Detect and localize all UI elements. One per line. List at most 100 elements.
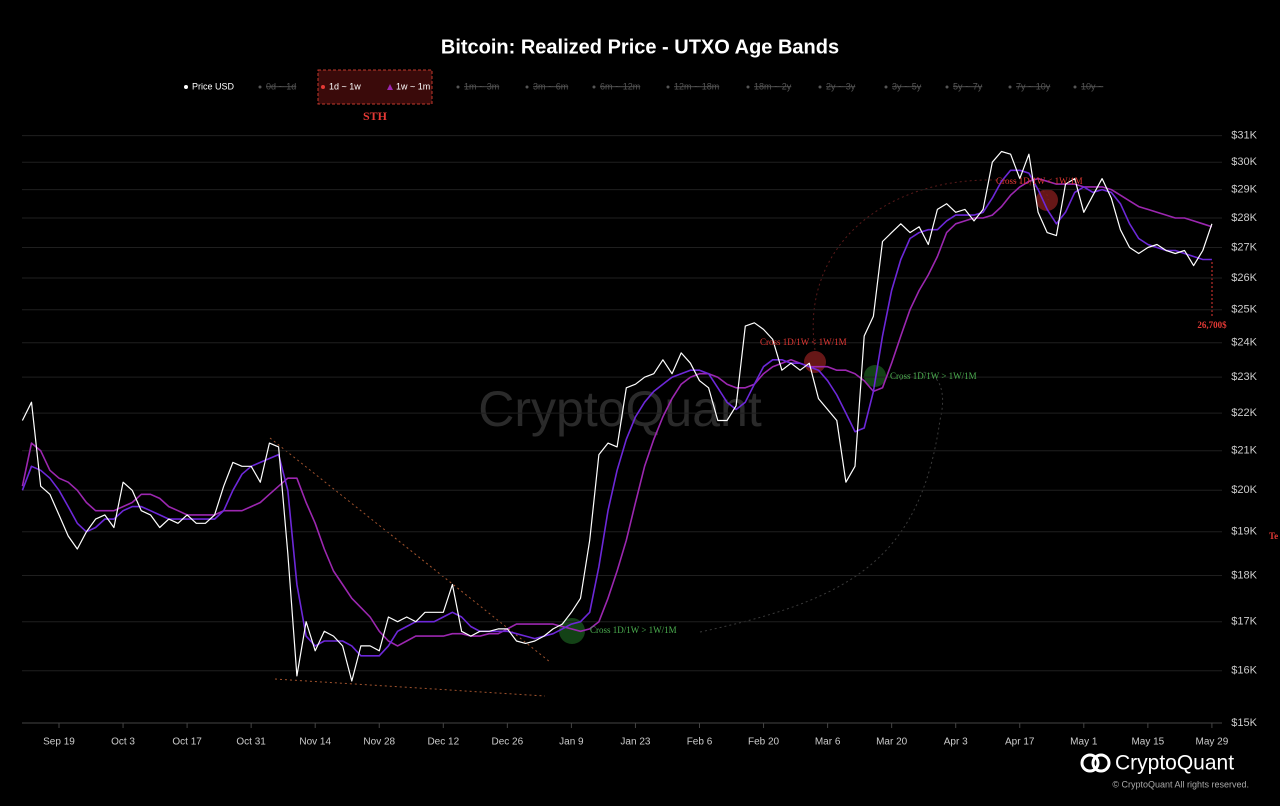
legend-marker[interactable] (818, 85, 822, 89)
legend-label[interactable]: 3y ~ 5y (892, 81, 922, 91)
legend-label[interactable]: 5y ~ 7y (953, 81, 983, 91)
y-tick-label: $18K (1231, 569, 1257, 581)
legend-marker[interactable] (746, 85, 750, 89)
legend-label[interactable]: 7y ~ 10y (1016, 81, 1051, 91)
y-tick-label: $27K (1231, 241, 1257, 253)
x-tick-label: Mar 6 (815, 737, 841, 748)
x-tick-label: Feb 6 (687, 737, 713, 748)
x-tick-label: Feb 20 (748, 737, 780, 748)
x-tick-label: May 1 (1070, 737, 1098, 748)
annotation: Cross 1D/1W > 1W/1M (890, 371, 977, 381)
arc (812, 179, 1049, 351)
legend-item[interactable]: 0d ~ 1d (258, 81, 297, 91)
logo-icon (1080, 753, 1100, 773)
legend-label[interactable]: 1m ~ 3m (464, 81, 499, 91)
brand-logo (1080, 753, 1111, 773)
legend-label[interactable]: 6m ~ 12m (600, 81, 640, 91)
x-tick-label: Jan 9 (559, 737, 584, 748)
y-tick-label: $26K (1231, 272, 1257, 284)
y-tick-label: $31K (1231, 130, 1257, 142)
legend-label[interactable]: 0d ~ 1d (266, 81, 296, 91)
legend-item[interactable]: 1m ~ 3m (456, 81, 500, 91)
legend-item[interactable]: 1w ~ 1m (387, 81, 430, 91)
x-tick-label: Apr 3 (944, 737, 968, 748)
legend-group-box (317, 69, 433, 105)
x-tick-label: Dec 26 (492, 737, 524, 748)
legend-marker[interactable] (1073, 85, 1077, 89)
legend-item[interactable]: 1d ~ 1w (321, 81, 361, 91)
legend-marker[interactable] (945, 85, 949, 89)
x-tick-label: Apr 17 (1005, 737, 1035, 748)
y-tick-label: $23K (1231, 371, 1257, 383)
legend-item[interactable]: 5y ~ 7y (945, 81, 983, 91)
legend-marker[interactable] (666, 85, 670, 89)
legend-label[interactable]: 1w ~ 1m (396, 81, 430, 91)
cut-label: Te (1269, 531, 1278, 541)
legend-marker[interactable] (525, 85, 529, 89)
series-line (21, 177, 1213, 647)
plot-area (21, 135, 1222, 728)
legend-marker[interactable] (258, 85, 262, 89)
y-tick-label: $21K (1231, 445, 1257, 457)
legend-label[interactable]: 1d ~ 1w (329, 81, 361, 91)
annotation: Cross 1D/1W > 1W/1M (590, 625, 677, 635)
y-tick-label: $22K (1231, 407, 1257, 419)
x-tick-label: Sep 19 (43, 737, 75, 748)
series-line (21, 150, 1213, 682)
legend-item[interactable]: 3m ~ 6m (525, 81, 569, 91)
legend-item[interactable]: 10y ~ (1073, 81, 1104, 91)
price-label: 26,700$ (1197, 320, 1227, 330)
legend-marker[interactable] (387, 84, 393, 90)
legend-item[interactable]: Price USD (184, 81, 235, 91)
legend-group-label: STH (363, 109, 388, 123)
cross-marker (864, 365, 886, 387)
y-tick-label: $24K (1231, 337, 1257, 349)
y-tick-label: $19K (1231, 526, 1257, 538)
x-tick-label: Nov 28 (363, 737, 395, 748)
legend-item[interactable]: 12m ~ 18m (666, 81, 720, 91)
series-line (21, 169, 1212, 657)
legend-label[interactable]: 18m ~ 2y (754, 81, 792, 91)
y-tick-label: $20K (1231, 484, 1257, 496)
x-tick-label: Oct 17 (172, 737, 202, 748)
legend-label[interactable]: 12m ~ 18m (674, 81, 719, 91)
legend-marker[interactable] (456, 85, 460, 89)
logo-icon (1091, 753, 1111, 773)
legend-marker[interactable] (1008, 85, 1012, 89)
legend-item[interactable]: 7y ~ 10y (1008, 81, 1051, 91)
y-tick-label: $28K (1231, 212, 1257, 224)
annotation: Cross 1D/1W < 1W/1M (996, 176, 1083, 186)
legend-item[interactable]: 3y ~ 5y (884, 81, 922, 91)
y-tick-label: $16K (1231, 665, 1257, 677)
cross-marker (1036, 189, 1058, 211)
legend-item[interactable]: 6m ~ 12m (592, 81, 641, 91)
legend-label[interactable]: 2y ~ 3y (826, 81, 856, 91)
legend-marker[interactable] (184, 85, 188, 89)
trend-line (274, 678, 546, 697)
legend-item[interactable]: 18m ~ 2y (746, 81, 792, 91)
x-tick-label: May 15 (1131, 737, 1164, 748)
x-tick-label: Oct 3 (111, 737, 135, 748)
cross-marker (559, 618, 585, 644)
x-tick-label: Jan 23 (620, 737, 650, 748)
annotation: Cross 1D/1W < 1W/1M (760, 337, 847, 347)
legend-marker[interactable] (884, 85, 888, 89)
x-tick-label: Mar 20 (876, 737, 908, 748)
legend-label[interactable]: 10y ~ (1081, 81, 1103, 91)
legend-label[interactable]: Price USD (192, 81, 235, 91)
legend-marker[interactable] (321, 85, 325, 89)
legend-label[interactable]: 3m ~ 6m (533, 81, 568, 91)
legend-item[interactable]: 2y ~ 3y (818, 81, 856, 91)
copyright: © CryptoQuant All rights reserved. (1112, 779, 1249, 789)
y-tick-label: $15K (1231, 717, 1257, 729)
brand: CryptoQuant (1115, 752, 1234, 775)
x-tick-label: Nov 14 (299, 737, 331, 748)
legend-marker[interactable] (592, 85, 596, 89)
y-tick-label: $25K (1231, 304, 1257, 316)
chart-title: Bitcoin: Realized Price - UTXO Age Bands (441, 36, 839, 58)
x-tick-label: Dec 12 (427, 737, 459, 748)
x-tick-label: Oct 31 (236, 737, 266, 748)
y-tick-label: $17K (1231, 616, 1257, 628)
